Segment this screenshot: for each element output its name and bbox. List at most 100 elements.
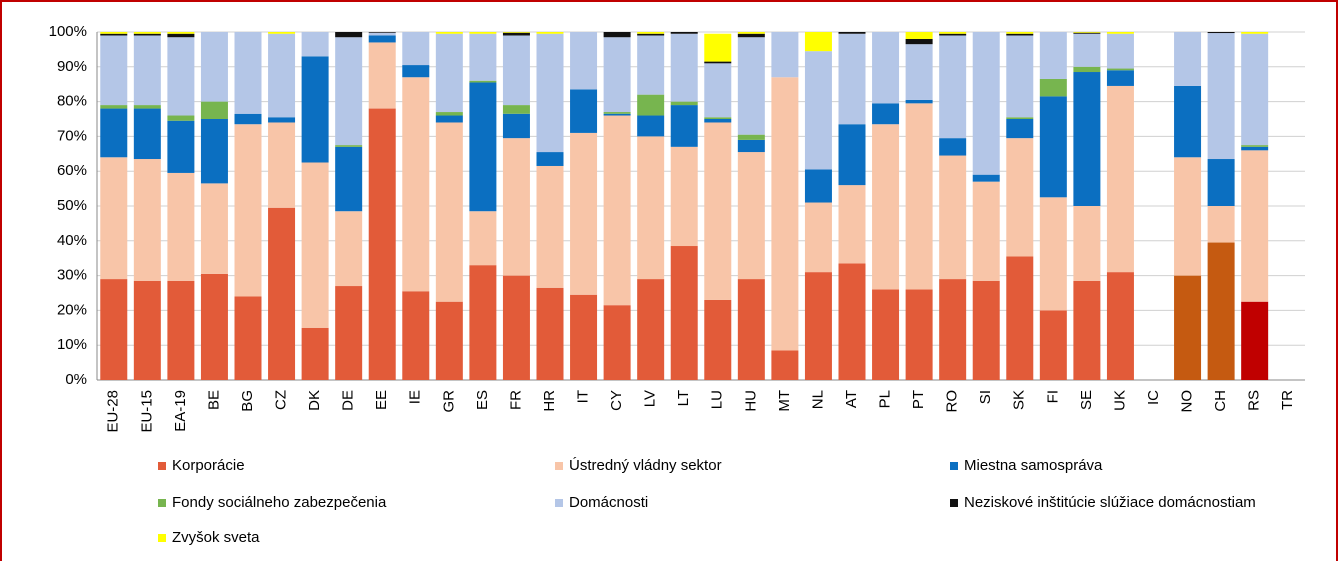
bar-segment bbox=[737, 134, 765, 140]
legend-label: Ústredný vládny sektor bbox=[569, 457, 722, 474]
bar-segment bbox=[100, 105, 128, 109]
bar-segment bbox=[368, 108, 396, 380]
bar-segment bbox=[737, 139, 765, 153]
y-tick-label: 50% bbox=[57, 197, 87, 214]
bar-segment bbox=[905, 289, 933, 380]
bar-segment bbox=[737, 37, 765, 135]
bar-segment bbox=[368, 42, 396, 109]
bar-segment bbox=[704, 299, 732, 380]
bar-segment bbox=[1174, 157, 1202, 276]
bar-segment bbox=[972, 181, 1000, 281]
bar-segment bbox=[469, 82, 497, 212]
legend-swatch bbox=[158, 534, 166, 542]
bar-segment bbox=[167, 33, 195, 38]
bar-segment bbox=[1207, 159, 1235, 206]
bar-segment bbox=[1006, 256, 1034, 380]
bar-segment bbox=[1207, 32, 1235, 34]
x-tick-label: SE bbox=[1078, 390, 1095, 410]
legend-label: Domácnosti bbox=[569, 494, 648, 511]
bar-segment bbox=[704, 63, 732, 118]
bar-segment bbox=[167, 172, 195, 281]
bar-segment bbox=[469, 33, 497, 81]
x-tick-label: DK bbox=[306, 390, 323, 411]
bar-segment bbox=[100, 33, 128, 36]
bar-segment bbox=[1241, 301, 1269, 380]
bar-segment bbox=[335, 286, 363, 380]
bar-segment bbox=[637, 136, 665, 280]
bar-segment bbox=[502, 32, 530, 36]
bar-segment bbox=[771, 77, 799, 351]
bar-segment bbox=[1106, 68, 1134, 71]
bar-segment bbox=[704, 119, 732, 123]
bar-segment bbox=[335, 146, 363, 212]
x-tick-label: EE bbox=[373, 390, 390, 410]
x-tick-label: LT bbox=[675, 390, 692, 406]
bar-segment bbox=[1241, 150, 1269, 302]
bar-segment bbox=[435, 115, 463, 123]
bar-segment bbox=[1241, 33, 1269, 146]
bar-segment bbox=[200, 101, 228, 119]
bar-segment bbox=[570, 32, 598, 90]
legend-swatch bbox=[158, 499, 166, 507]
bar-segment bbox=[704, 61, 732, 64]
x-tick-label: TR bbox=[1279, 390, 1296, 410]
bar-segment bbox=[838, 185, 866, 264]
legend-label: Miestna samospráva bbox=[964, 457, 1103, 474]
bar-segment bbox=[502, 32, 530, 33]
bar-segment bbox=[972, 174, 1000, 182]
bar-segment bbox=[368, 35, 396, 43]
bar-segment bbox=[637, 279, 665, 380]
legend-swatch bbox=[950, 462, 958, 470]
x-tick-label: BG bbox=[239, 390, 256, 412]
bar-segment bbox=[804, 51, 832, 170]
bar-segment bbox=[939, 279, 967, 380]
bar-segment bbox=[570, 132, 598, 295]
bar-segment bbox=[234, 124, 262, 297]
bar-segment bbox=[570, 89, 598, 133]
bar-segment bbox=[1039, 197, 1067, 311]
bar-segment bbox=[368, 32, 396, 36]
bar-segment bbox=[939, 32, 967, 34]
bar-segment bbox=[1006, 119, 1034, 139]
bar-segment bbox=[737, 152, 765, 280]
bar-segment bbox=[435, 32, 463, 34]
bar-segment bbox=[200, 119, 228, 184]
bar-segment bbox=[335, 32, 363, 38]
bar-segment bbox=[469, 265, 497, 380]
bar-segment bbox=[1106, 85, 1134, 273]
x-tick-label: UK bbox=[1111, 390, 1128, 411]
x-tick-label: LU bbox=[709, 390, 726, 409]
bar-segment bbox=[603, 112, 631, 114]
bar-segment bbox=[133, 159, 161, 281]
bar-segment bbox=[905, 44, 933, 100]
x-tick-label: EA-19 bbox=[172, 390, 189, 432]
bar-segment bbox=[1207, 33, 1235, 160]
bar-segment bbox=[1241, 145, 1269, 147]
bar-segment bbox=[301, 56, 329, 163]
bar-segment bbox=[502, 113, 530, 139]
legend-swatch bbox=[950, 499, 958, 507]
bar-segment bbox=[1174, 275, 1202, 380]
bar-segment bbox=[905, 38, 933, 45]
bar-segment bbox=[133, 33, 161, 36]
bar-segment bbox=[100, 157, 128, 280]
x-tick-label: HR bbox=[541, 390, 558, 412]
bar-segment bbox=[200, 273, 228, 380]
bar-segment bbox=[1006, 32, 1034, 34]
x-tick-label: ES bbox=[474, 390, 491, 410]
bar-segment bbox=[502, 35, 530, 106]
bar-segment bbox=[1006, 138, 1034, 257]
bar-segment bbox=[335, 145, 363, 147]
y-tick-label: 60% bbox=[57, 162, 87, 179]
bar-segment bbox=[905, 99, 933, 104]
bar-segment bbox=[637, 115, 665, 137]
bar-segment bbox=[301, 162, 329, 328]
bar-segment bbox=[1106, 70, 1134, 86]
bar-segment bbox=[536, 165, 564, 288]
bar-segment bbox=[268, 207, 296, 380]
bar-segment bbox=[804, 169, 832, 203]
bar-segment bbox=[670, 146, 698, 247]
bar-segment bbox=[100, 108, 128, 158]
